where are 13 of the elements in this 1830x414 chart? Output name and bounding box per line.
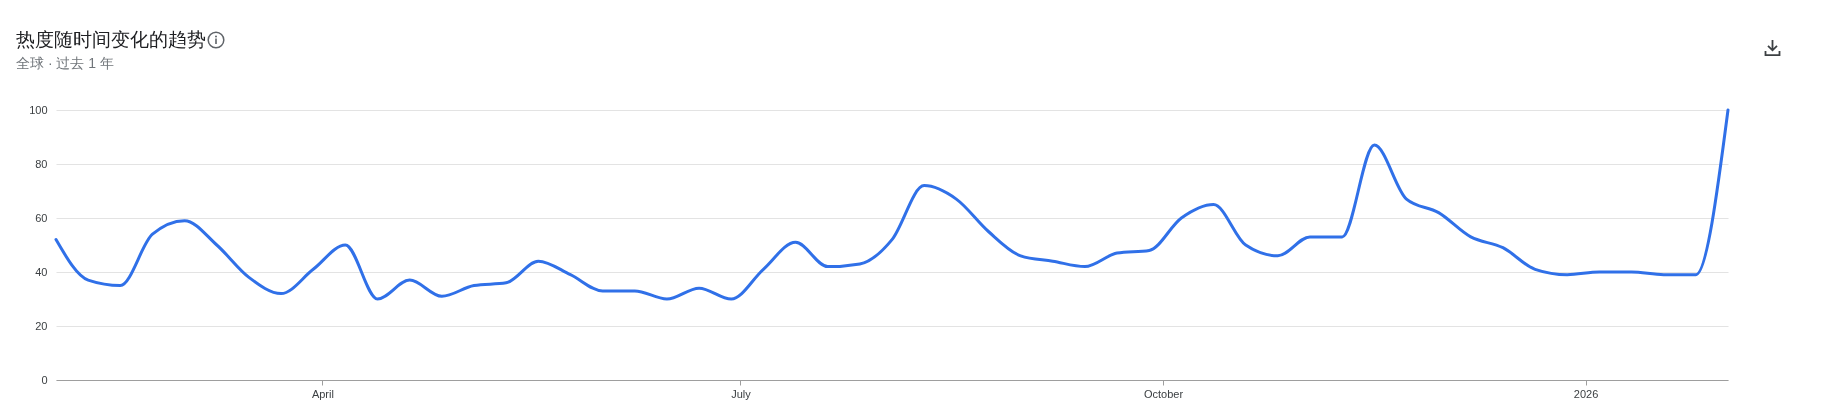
y-tick-label: 40 — [35, 265, 48, 278]
y-tick-label: 80 — [35, 157, 48, 170]
y-tick-label: 20 — [35, 319, 48, 332]
x-tick-label: October — [1143, 387, 1184, 400]
x-tick-label: July — [731, 387, 752, 400]
chart-title: 热度随时间变化的趋势 — [16, 28, 206, 52]
line-series — [54, 108, 1730, 301]
y-tick-label: 0 — [41, 373, 48, 386]
x-tick-label: April — [311, 387, 334, 400]
x-tick-label: 2026 — [1573, 387, 1599, 400]
y-tick-label: 60 — [35, 211, 48, 224]
chart-subtitle: 全球 · 过去 1 年 — [16, 55, 115, 73]
y-tick-label: 100 — [29, 103, 48, 116]
